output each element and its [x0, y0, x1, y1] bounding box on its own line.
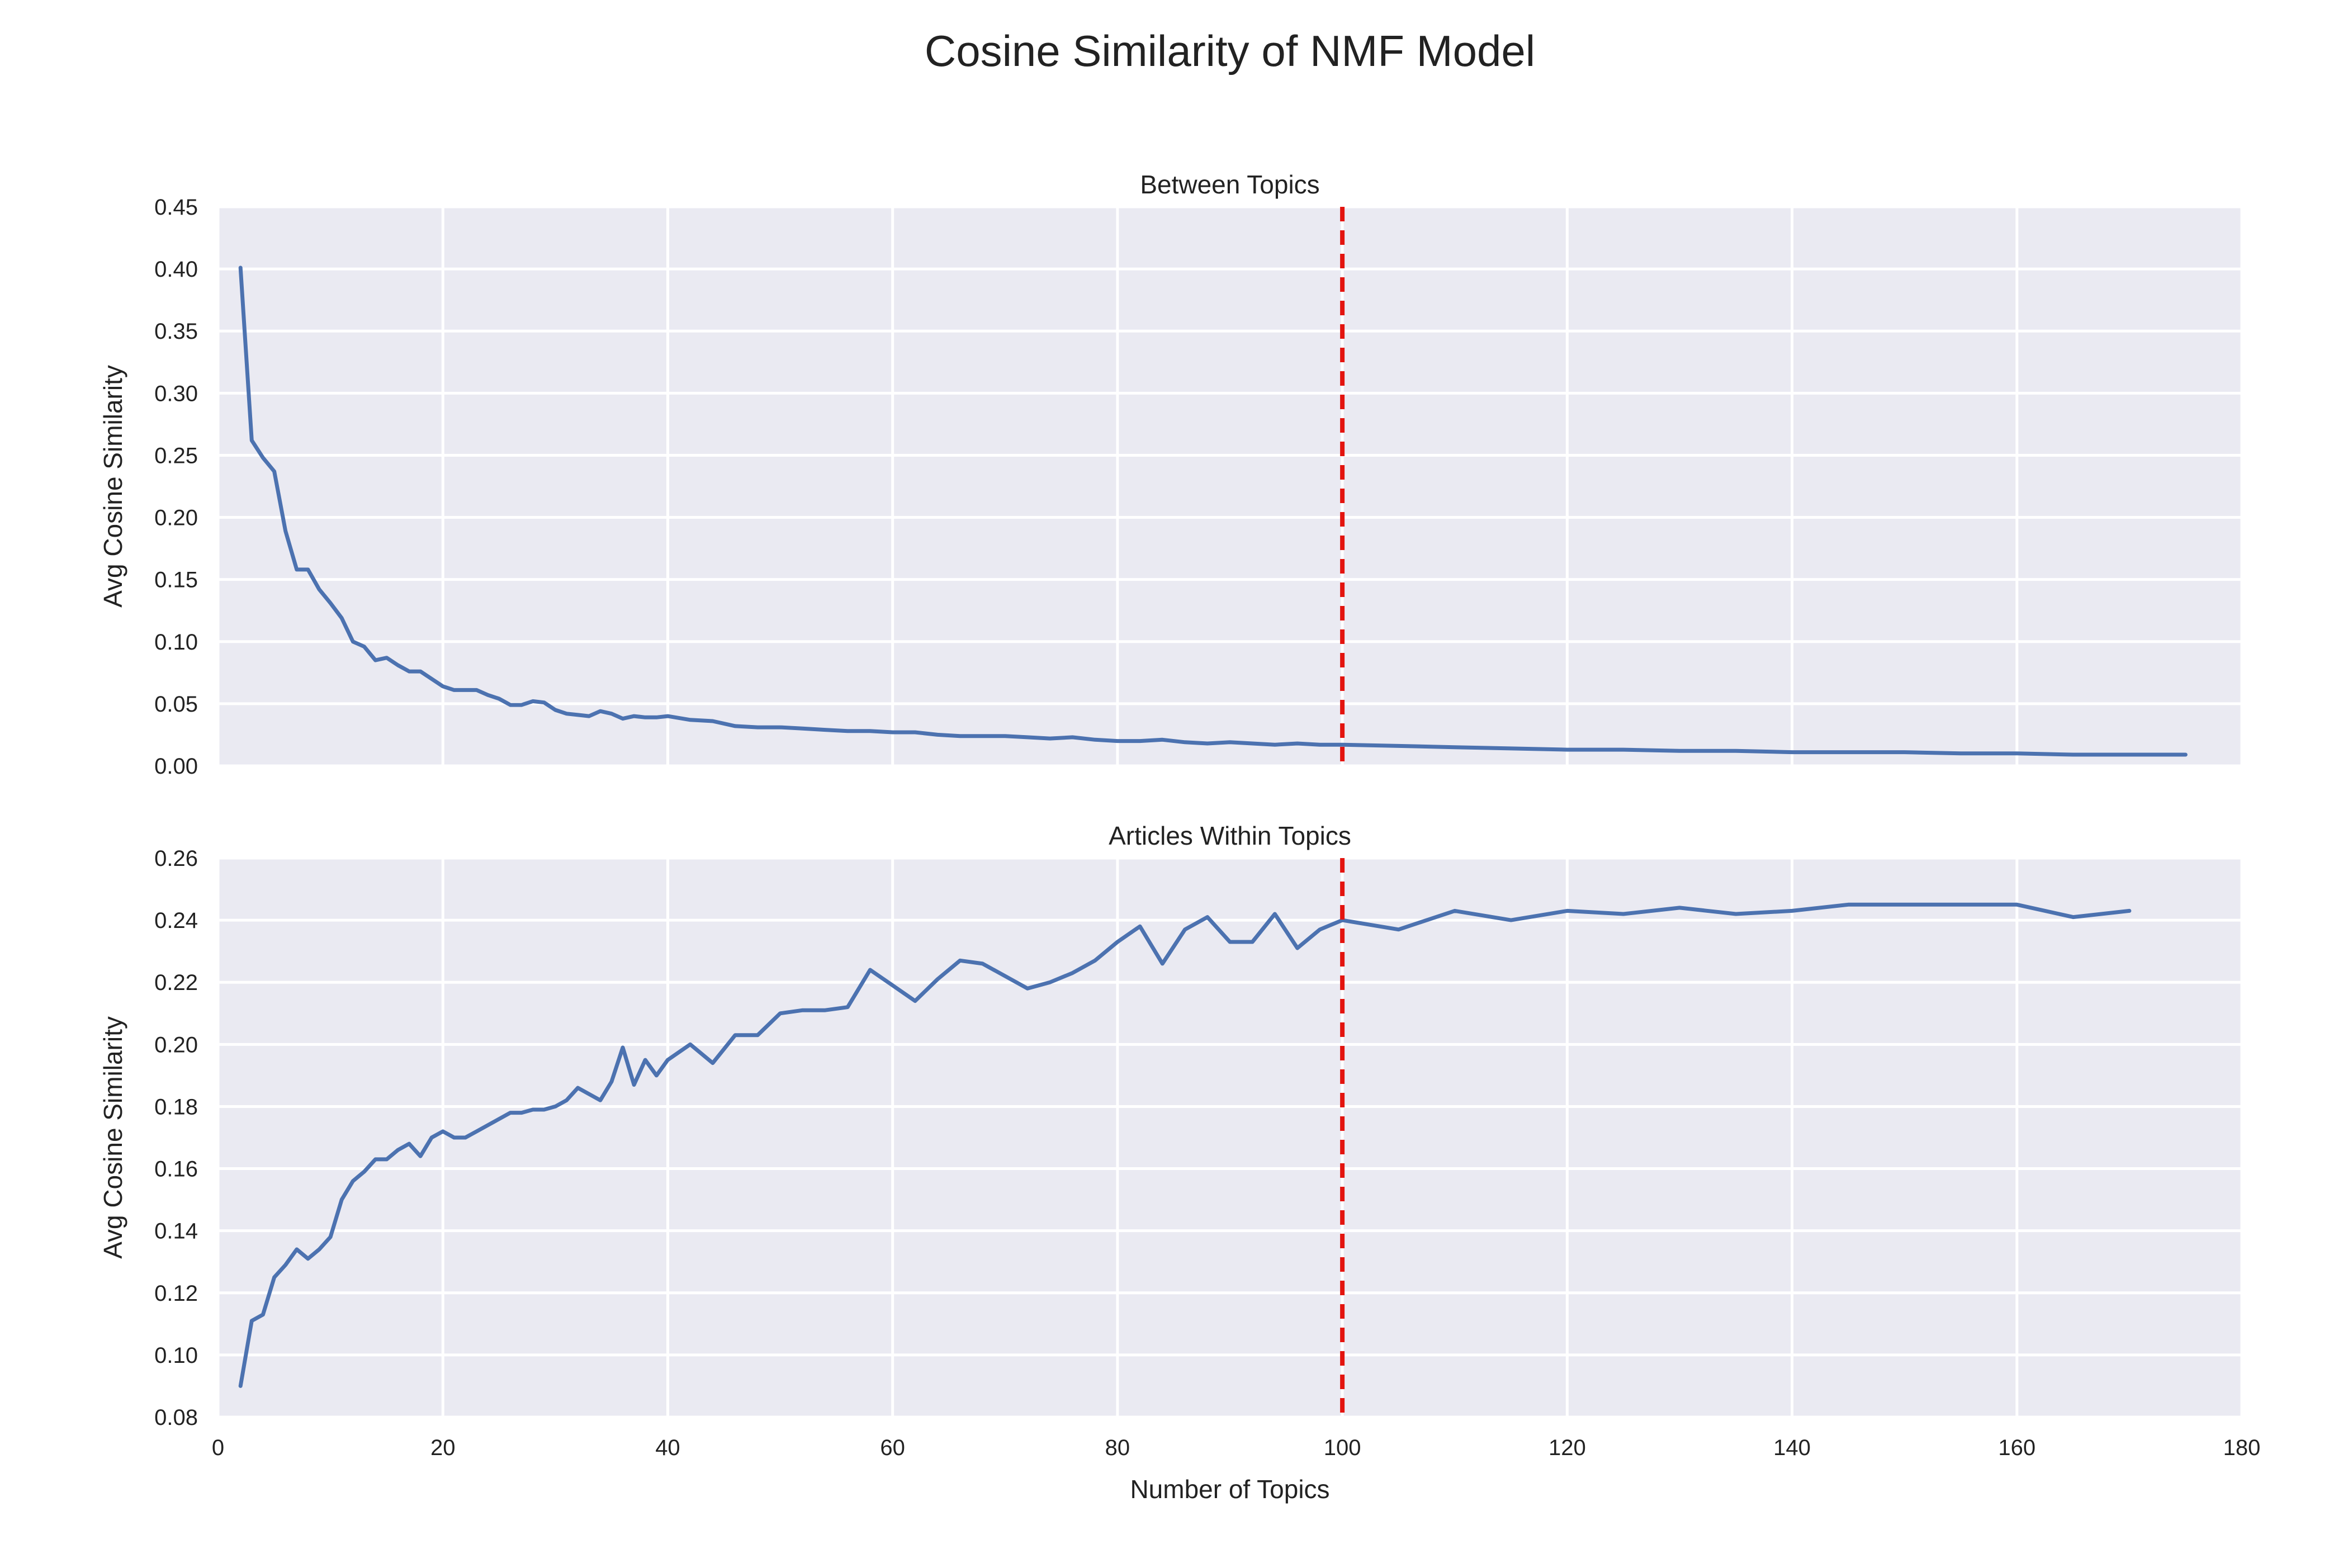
- y-tick-label: 0.10: [154, 1343, 198, 1368]
- y-tick-label: 0.25: [154, 443, 198, 468]
- y-tick-label: 0.45: [154, 195, 198, 220]
- subplot-articles-within-topics: 0.08 0.10 0.12 0.14 0.16 0.18 0.20 0.22 0.24 0.26…: [98, 821, 2260, 1504]
- y-tick-label: 0.00: [154, 754, 198, 779]
- figure-title: Cosine Similarity of NMF Model: [925, 26, 1535, 75]
- y-tick-label: 0.35: [154, 319, 198, 344]
- y-tick-label: 0.08: [154, 1405, 198, 1430]
- y-tick-label: 0.12: [154, 1281, 198, 1306]
- y-tick-label: 0.20: [154, 1032, 198, 1057]
- x-tick-label: 60: [880, 1436, 905, 1460]
- x-tick-label: 120: [1549, 1436, 1586, 1460]
- y-tick-label: 0.26: [154, 846, 198, 871]
- subplot-title: Articles Within Topics: [1109, 821, 1351, 850]
- y-tick-label: 0.24: [154, 908, 198, 933]
- y-tick-label: 0.05: [154, 692, 198, 717]
- y-tick-label: 0.30: [154, 381, 198, 406]
- subplot-between-topics: 0.00 0.05 0.10 0.15 0.20 0.25 0.30 0.35 0.40 0.45…: [98, 170, 2243, 779]
- x-axis-label: Number of Topics: [1130, 1475, 1329, 1504]
- y-axis-label: Avg Cosine Similarity: [98, 365, 127, 608]
- x-tick-label: 160: [1998, 1436, 2035, 1460]
- series-line-0: [238, 266, 2188, 757]
- x-tick-label: 40: [655, 1436, 680, 1460]
- y-axis-label: Avg Cosine Similarity: [98, 1016, 127, 1259]
- subplot-title: Between Topics: [1140, 170, 1319, 199]
- x-tick-label: 100: [1324, 1436, 1361, 1460]
- x-tick-label: 0: [212, 1436, 224, 1460]
- x-tick-label: 20: [430, 1436, 456, 1460]
- y-tick-label: 0.22: [154, 970, 198, 995]
- y-tick-label: 0.40: [154, 257, 198, 282]
- y-tick-label: 0.15: [154, 568, 198, 593]
- y-tick-label: 0.20: [154, 506, 198, 530]
- x-tick-label: 140: [1773, 1436, 1811, 1460]
- x-tick-label: 80: [1105, 1436, 1130, 1460]
- series-line-1: [238, 902, 2132, 1388]
- plot-area-0: [218, 207, 2242, 766]
- y-tick-label: 0.10: [154, 630, 198, 655]
- x-tick-label: 180: [2223, 1436, 2261, 1460]
- y-tick-label: 0.18: [154, 1095, 198, 1119]
- y-tick-label: 0.14: [154, 1219, 198, 1244]
- plot-area-1: [218, 858, 2242, 1417]
- y-tick-label: 0.16: [154, 1157, 198, 1182]
